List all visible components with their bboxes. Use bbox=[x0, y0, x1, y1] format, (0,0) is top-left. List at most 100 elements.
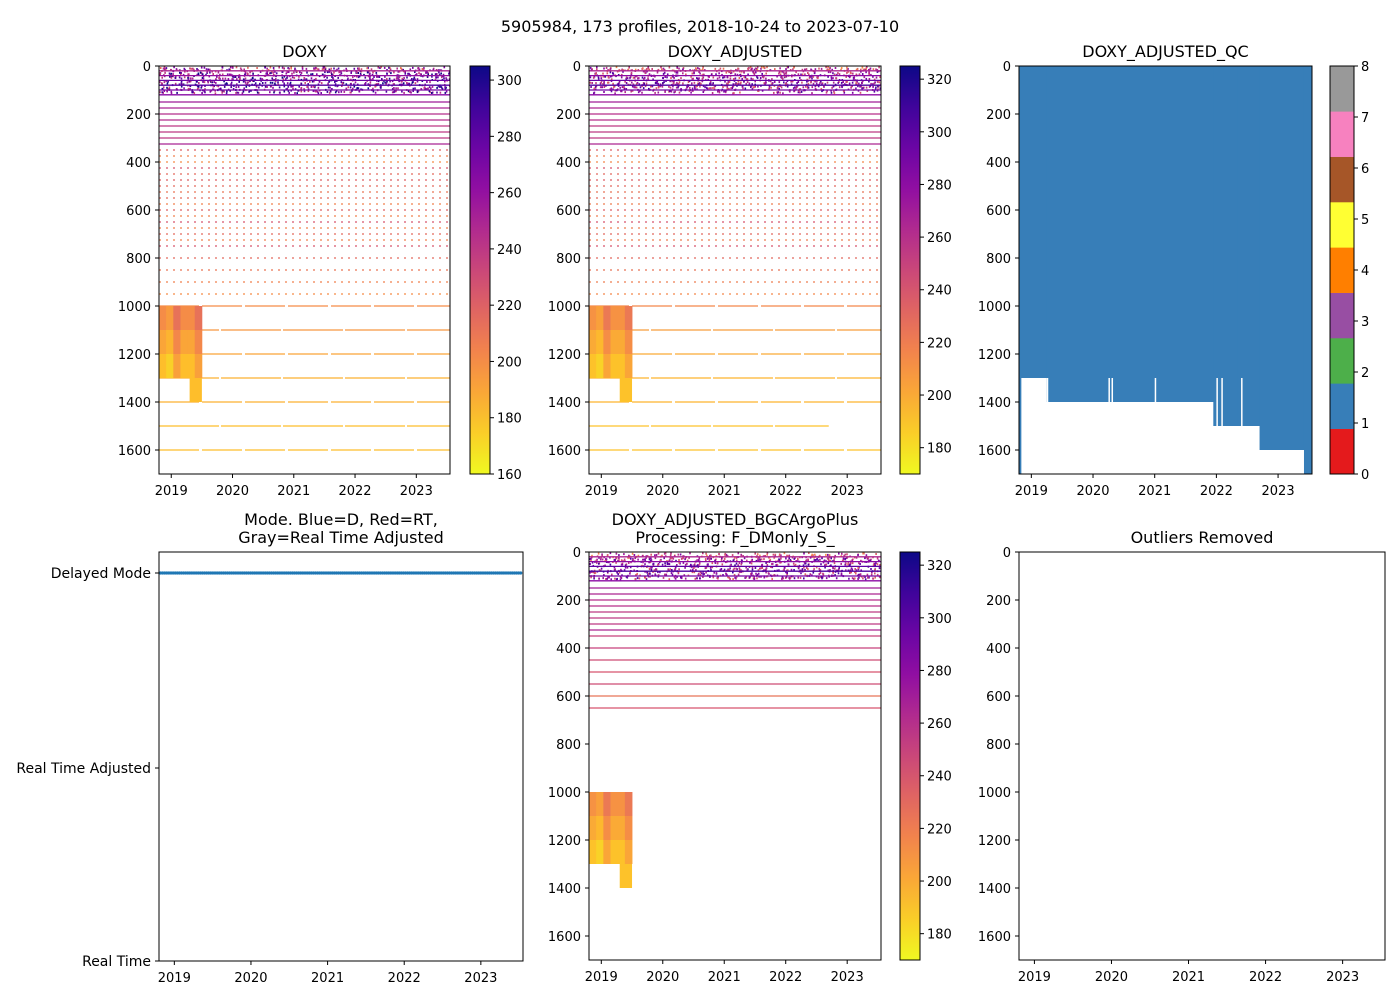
data-point bbox=[806, 78, 808, 81]
data-point bbox=[317, 83, 320, 86]
data-point bbox=[231, 78, 233, 81]
data-point bbox=[743, 80, 745, 83]
data-point bbox=[832, 85, 835, 88]
data-point bbox=[186, 81, 189, 84]
data-point bbox=[226, 90, 228, 93]
data-point bbox=[668, 578, 671, 581]
data-point bbox=[695, 67, 697, 70]
data-point bbox=[593, 572, 596, 575]
data-point bbox=[621, 563, 624, 566]
data-point bbox=[854, 571, 856, 574]
data-point bbox=[835, 77, 837, 80]
data-point bbox=[746, 81, 749, 84]
data-point bbox=[296, 92, 298, 95]
data-point bbox=[414, 87, 416, 90]
data-point bbox=[599, 86, 602, 89]
data-point bbox=[630, 90, 632, 93]
data-point bbox=[849, 564, 851, 567]
data-point bbox=[811, 574, 813, 577]
data-point bbox=[443, 66, 446, 69]
data-point bbox=[602, 83, 604, 85]
qc-gap bbox=[1111, 378, 1114, 426]
data-point bbox=[757, 559, 759, 562]
data-point bbox=[190, 67, 192, 70]
data-point bbox=[675, 86, 678, 89]
data-point bbox=[331, 76, 333, 78]
data-point bbox=[192, 67, 194, 70]
data-point bbox=[761, 89, 764, 92]
data-point bbox=[601, 558, 604, 561]
data-point bbox=[751, 83, 753, 86]
data-point bbox=[845, 75, 847, 78]
colorbar-tick-label: 5 bbox=[1361, 213, 1369, 228]
data-point bbox=[607, 76, 610, 79]
data-point bbox=[840, 68, 842, 71]
data-point bbox=[222, 89, 224, 92]
data-point bbox=[657, 82, 660, 85]
data-point bbox=[821, 90, 823, 93]
data-point bbox=[340, 81, 343, 84]
data-point bbox=[436, 91, 438, 94]
deep-profile-cell bbox=[617, 330, 626, 354]
data-point bbox=[677, 86, 679, 89]
data-point bbox=[633, 554, 636, 556]
data-point bbox=[345, 83, 348, 86]
data-point bbox=[719, 67, 722, 70]
data-point bbox=[285, 78, 287, 81]
data-point bbox=[811, 77, 813, 80]
data-point bbox=[358, 67, 360, 70]
data-point bbox=[162, 91, 164, 94]
data-point bbox=[849, 563, 852, 565]
data-point bbox=[310, 85, 313, 88]
data-point bbox=[279, 91, 281, 94]
data-point bbox=[756, 68, 758, 71]
data-point bbox=[733, 92, 735, 95]
data-point bbox=[819, 81, 821, 84]
data-point bbox=[680, 577, 683, 580]
data-point bbox=[283, 85, 286, 88]
data-point bbox=[197, 86, 200, 89]
data-point bbox=[865, 554, 868, 557]
data-point bbox=[666, 561, 669, 564]
data-point bbox=[851, 81, 854, 84]
data-point bbox=[645, 82, 648, 85]
data-point bbox=[857, 89, 860, 92]
data-point bbox=[786, 85, 789, 88]
data-point bbox=[258, 86, 260, 89]
data-point bbox=[607, 75, 610, 78]
data-point bbox=[607, 576, 609, 579]
data-point bbox=[183, 87, 185, 90]
data-point bbox=[333, 71, 335, 74]
data-point bbox=[775, 564, 777, 567]
data-point bbox=[766, 553, 768, 556]
data-point bbox=[431, 73, 433, 76]
data-point bbox=[609, 563, 612, 566]
data-point bbox=[397, 70, 400, 73]
data-point bbox=[610, 578, 612, 581]
data-point bbox=[761, 564, 763, 567]
data-point bbox=[756, 573, 759, 576]
data-point bbox=[322, 66, 325, 69]
data-point bbox=[698, 572, 700, 575]
data-point bbox=[386, 69, 388, 71]
data-point bbox=[204, 85, 206, 87]
data-point bbox=[670, 557, 673, 560]
data-point bbox=[652, 78, 654, 81]
data-point bbox=[809, 573, 812, 576]
data-point bbox=[715, 572, 718, 575]
data-point bbox=[799, 576, 802, 579]
data-point bbox=[589, 81, 592, 84]
data-point bbox=[270, 72, 272, 75]
data-point bbox=[795, 71, 797, 74]
deep-profile-extension bbox=[619, 378, 633, 402]
data-point bbox=[163, 66, 166, 69]
data-point bbox=[678, 559, 680, 561]
data-point bbox=[733, 574, 736, 576]
data-point bbox=[786, 554, 788, 557]
data-point bbox=[753, 86, 756, 89]
colorbar-segment bbox=[1330, 202, 1354, 248]
data-point bbox=[655, 82, 658, 85]
data-point bbox=[673, 80, 675, 83]
data-point bbox=[750, 86, 752, 89]
data-point bbox=[414, 82, 417, 85]
